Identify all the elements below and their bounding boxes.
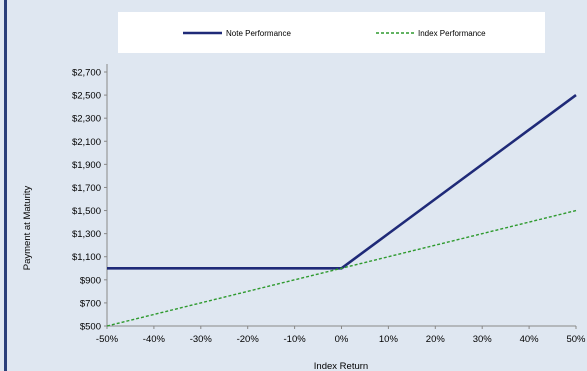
y-tick-label: $1,900 bbox=[72, 160, 101, 171]
series-lines bbox=[106, 94, 577, 327]
x-tick-label: 0% bbox=[335, 334, 349, 345]
x-tick-label: -40% bbox=[143, 334, 166, 345]
x-tick-label: -30% bbox=[190, 334, 213, 345]
legend-label-note-performance: Note Performance bbox=[226, 29, 291, 38]
y-tick-label: $1,300 bbox=[72, 229, 101, 240]
x-tick-label: 50% bbox=[566, 334, 586, 345]
left-border-rule bbox=[4, 0, 7, 371]
x-tick-label: 20% bbox=[426, 334, 446, 345]
y-tick-labels: $500 $700 $900 $1,100 $1,300 $1,500 $1,700 $1,9… bbox=[72, 68, 107, 333]
x-axis-title: Index Return bbox=[314, 361, 368, 371]
y-tick-label: $2,300 bbox=[72, 114, 101, 125]
x-tick-label: 10% bbox=[379, 334, 399, 345]
series-line-index-performance bbox=[106, 209, 577, 327]
y-tick-label: $2,100 bbox=[72, 137, 101, 148]
y-tick-label: $1,500 bbox=[72, 206, 101, 217]
x-tick-label: 30% bbox=[473, 334, 493, 345]
legend: Note Performance Index Performance bbox=[183, 29, 486, 38]
series-line-note-performance bbox=[107, 94, 577, 270]
axes bbox=[106, 64, 576, 327]
y-tick-label: $1,700 bbox=[72, 183, 101, 194]
y-tick-label: $2,500 bbox=[72, 91, 101, 102]
legend-label-index-performance: Index Performance bbox=[418, 29, 486, 38]
x-tick-label: 40% bbox=[520, 334, 540, 345]
y-tick-label: $2,700 bbox=[72, 68, 101, 79]
y-tick-label: $700 bbox=[80, 298, 101, 309]
y-axis-title: Payment at Maturity bbox=[22, 186, 33, 271]
x-tick-label: -10% bbox=[284, 334, 307, 345]
x-tick-labels: -50% -40% -30% -20% -10% 0% 10% 20% 30% 40% 50% bbox=[96, 326, 586, 345]
y-tick-label: $1,100 bbox=[72, 252, 101, 263]
x-tick-label: -20% bbox=[237, 334, 260, 345]
x-tick-label: -50% bbox=[96, 334, 119, 345]
y-tick-label: $500 bbox=[80, 322, 101, 333]
y-tick-label: $900 bbox=[80, 275, 101, 286]
